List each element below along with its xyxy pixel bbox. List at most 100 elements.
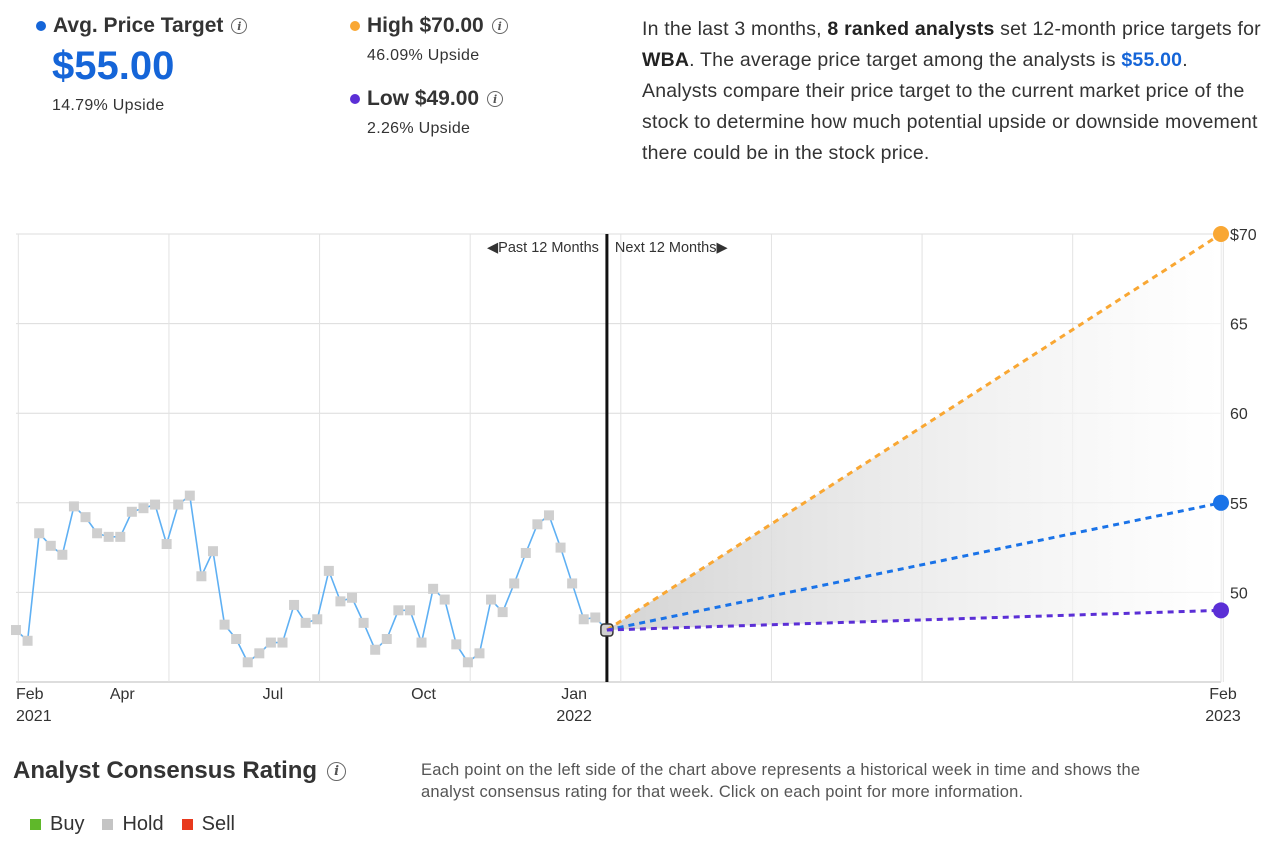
rating-info-icon[interactable]: i	[327, 761, 347, 781]
x-tick-month-1: Apr	[110, 686, 136, 703]
desc-text-4: . Analysts compare their price target to…	[642, 49, 1258, 164]
history-point-48	[567, 578, 578, 589]
rating-title-row: Analyst Consensus Rating i	[13, 757, 347, 785]
legend-hold-label: Hold	[122, 813, 164, 835]
desc-avg-price: $55.00	[1121, 49, 1183, 71]
history-point-22	[265, 637, 276, 648]
y-tick-label-1: 65	[1230, 317, 1248, 334]
legend-sell: Sell	[181, 813, 235, 836]
history-point-4	[57, 549, 68, 560]
history-point-28	[335, 596, 346, 607]
forecast-line-average	[606, 501, 1222, 632]
history-point-34	[404, 605, 415, 616]
avg-dot	[36, 21, 46, 31]
x-tick-month-2: Jul	[263, 686, 283, 703]
history-point-40	[474, 648, 485, 659]
legend-sell-swatch	[181, 819, 193, 830]
avg-label: Avg. Price Target	[53, 14, 224, 37]
history-point-5	[68, 501, 79, 512]
avg-upside: 14.79% Upside	[52, 97, 165, 114]
forecast-range-fill	[606, 234, 1221, 631]
forecast-end-dot-average	[1213, 494, 1229, 511]
forecast-end-dot-low	[1213, 602, 1229, 619]
x-tick-year-4: 2022	[556, 708, 592, 725]
history-point-27	[323, 565, 334, 576]
history-point-37	[439, 594, 450, 605]
history-point-19	[231, 633, 242, 644]
history-point-16	[196, 571, 207, 582]
description-paragraph: In the last 3 months, 8 ranked analysts …	[642, 14, 1262, 169]
x-tick-month-3: Oct	[411, 686, 436, 703]
history-point-18	[219, 619, 230, 630]
x-tick-year-5: 2023	[1205, 708, 1241, 725]
high-label: High $70.00	[367, 14, 484, 37]
history-point-12	[150, 499, 161, 510]
history-point-47	[555, 542, 566, 553]
history-point-9	[115, 531, 126, 542]
history-point-2	[34, 528, 45, 539]
history-point-17	[207, 546, 218, 557]
high-target-header: High $70.00 i	[350, 14, 508, 38]
history-point-33	[393, 605, 404, 616]
history-point-8	[103, 531, 114, 542]
low-label: Low $49.00	[367, 87, 480, 110]
y-tick-label-3: 55	[1230, 496, 1248, 513]
low-dot	[350, 94, 360, 104]
history-line	[15, 494, 608, 664]
history-point-24	[289, 599, 300, 610]
history-point-10	[126, 506, 137, 517]
x-tick-month-5: Feb	[1209, 686, 1237, 703]
history-point-23	[277, 637, 288, 648]
desc-analyst-count: 8 ranked analysts	[827, 18, 995, 40]
history-point-0	[11, 625, 21, 636]
avg-price-value: $55.00	[52, 44, 175, 88]
history-point-39	[462, 657, 473, 668]
history-point-7	[92, 528, 103, 539]
history-point-46	[543, 510, 554, 521]
price-target-chart: $70 65 60 55 50 Feb 2021 Apr Jul Oct Jan 2022 Feb 202…	[11, 226, 1257, 725]
history-series	[11, 490, 614, 668]
history-point-42	[497, 607, 508, 618]
history-point-21	[254, 648, 265, 659]
desc-text-1: In the last 3 months,	[642, 18, 828, 40]
history-point-44	[520, 547, 531, 558]
history-point-50	[590, 612, 601, 623]
desc-text-3: . The average price target among the ana…	[689, 49, 1122, 71]
high-dot	[350, 21, 360, 31]
avg-info-icon[interactable]: i	[231, 18, 248, 34]
rating-legend: Buy Hold Sell	[30, 813, 253, 836]
history-point-30	[358, 617, 369, 628]
legend-sell-label: Sell	[201, 813, 235, 835]
low-upside: 2.26% Upside	[367, 120, 471, 137]
rating-note: Each point on the left side of the chart…	[421, 761, 1141, 801]
chart-axis-labels: $70 65 60 55 50 Feb 2021 Apr Jul Oct Jan 2022 Feb 202…	[16, 227, 1257, 725]
y-tick-label-2: 60	[1230, 406, 1248, 423]
legend-hold: Hold	[102, 813, 164, 836]
history-point-3	[45, 540, 56, 551]
history-point-43	[509, 578, 520, 589]
desc-ticker: WBA	[642, 49, 690, 71]
history-point-11	[138, 503, 149, 514]
legend-buy: Buy	[30, 813, 84, 836]
rating-title: Analyst Consensus Rating	[13, 757, 318, 784]
legend-buy-swatch	[30, 819, 41, 830]
forecast-series	[606, 226, 1229, 632]
history-point-29	[347, 592, 358, 603]
history-point-13	[161, 539, 172, 550]
history-point-38	[451, 639, 462, 650]
low-info-icon[interactable]: i	[487, 91, 504, 107]
x-tick-month-4: Jan	[561, 686, 587, 703]
avg-target-header: Avg. Price Target i	[36, 14, 248, 38]
history-point-15	[184, 490, 195, 501]
legend-buy-label: Buy	[50, 813, 85, 835]
forecast-fill-area	[606, 234, 1221, 631]
history-point-25	[300, 617, 311, 628]
forecast-line-high	[606, 232, 1222, 632]
low-target-header: Low $49.00 i	[350, 87, 504, 111]
history-point-31	[370, 644, 381, 655]
legend-hold-swatch	[102, 819, 114, 830]
history-point-1	[22, 635, 33, 646]
history-point-45	[532, 519, 543, 530]
history-point-41	[486, 594, 497, 605]
high-info-icon[interactable]: i	[491, 18, 508, 34]
